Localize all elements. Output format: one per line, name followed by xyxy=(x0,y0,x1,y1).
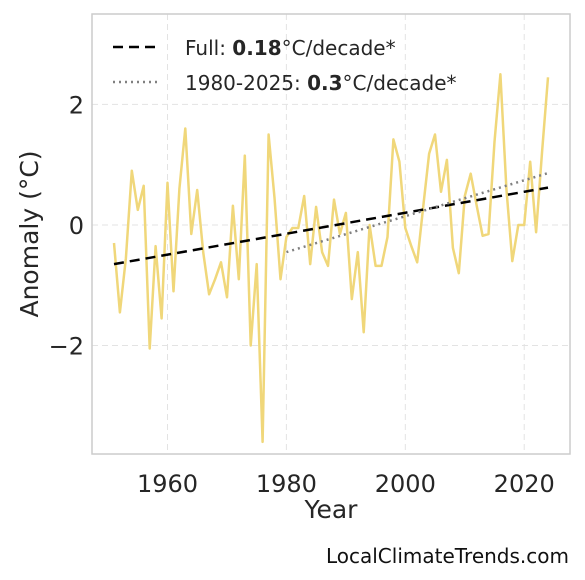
y-tick-label: −2 xyxy=(49,333,84,361)
legend-recent-prefix: 1980-2025: xyxy=(185,71,307,95)
legend-full-suffix: °C/decade* xyxy=(282,36,396,60)
legend-full-label: Full: 0.18°C/decade* xyxy=(185,36,396,60)
grid-lines xyxy=(92,14,570,454)
legend-full-value: 0.18 xyxy=(232,36,281,60)
legend-recent-suffix: °C/decade* xyxy=(343,71,457,95)
x-axis-title: Year xyxy=(304,495,359,524)
plot-area xyxy=(112,73,550,444)
anomaly-line xyxy=(112,73,550,444)
x-tick-label: 2020 xyxy=(494,470,555,498)
x-tick-label: 2000 xyxy=(375,470,436,498)
legend-recent-label: 1980-2025: 0.3°C/decade* xyxy=(185,71,457,95)
y-tick-label: 2 xyxy=(69,91,84,119)
x-axis-ticks: 1960 1980 2000 2020 xyxy=(137,470,555,498)
x-tick-label: 1960 xyxy=(137,470,198,498)
legend-full-prefix: Full: xyxy=(185,36,232,60)
site-credit: LocalClimateTrends.com xyxy=(325,544,569,568)
plot-frame xyxy=(91,13,571,455)
y-tick-label: 0 xyxy=(69,212,84,240)
legend: Full: 0.18°C/decade* 1980-2025: 0.3°C/de… xyxy=(113,36,457,95)
legend-recent-value: 0.3 xyxy=(307,71,342,95)
x-tick-label: 1980 xyxy=(256,470,317,498)
full-trend-line xyxy=(113,186,549,266)
y-axis-title: Anomaly (°C) xyxy=(15,150,44,317)
y-axis-ticks: −2 0 2 xyxy=(49,91,84,360)
